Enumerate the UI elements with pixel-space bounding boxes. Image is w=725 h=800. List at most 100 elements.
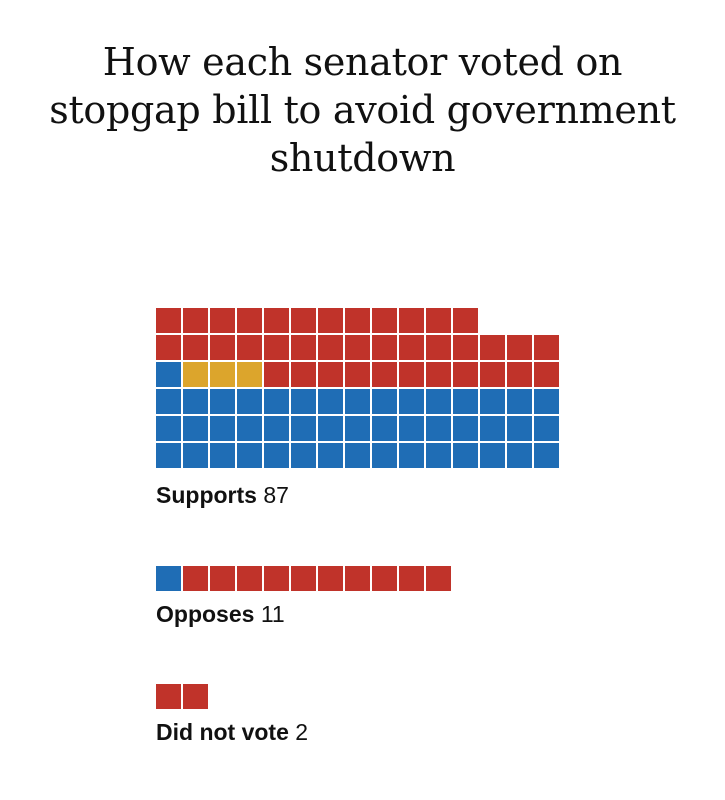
supports-cell-republican bbox=[183, 335, 208, 360]
opposes-cell-republican bbox=[345, 566, 370, 591]
opposes-cell-republican bbox=[372, 566, 397, 591]
supports-cell-republican bbox=[237, 308, 262, 333]
supports-cell-republican bbox=[291, 335, 316, 360]
supports-cell-democrat bbox=[237, 443, 262, 468]
supports-cell-democrat bbox=[426, 443, 451, 468]
supports-cell-republican bbox=[318, 362, 343, 387]
supports-cell-democrat bbox=[291, 443, 316, 468]
supports-cell-republican bbox=[399, 335, 424, 360]
title-line-2: stopgap bill to avoid government bbox=[49, 88, 676, 132]
supports-cell-democrat bbox=[156, 443, 181, 468]
opposes-label-text: Opposes bbox=[156, 601, 261, 627]
opposes-cell-republican bbox=[426, 566, 451, 591]
supports-cell-democrat bbox=[264, 416, 289, 441]
supports-cell-democrat bbox=[507, 389, 532, 414]
opposes-cell-republican bbox=[318, 566, 343, 591]
supports-cell-republican bbox=[210, 308, 235, 333]
supports-cell-democrat bbox=[156, 362, 181, 387]
supports-cell-democrat bbox=[534, 416, 559, 441]
supports-cell-republican bbox=[453, 335, 478, 360]
supports-cell-democrat bbox=[480, 416, 505, 441]
supports-cell-democrat bbox=[480, 389, 505, 414]
did-not-vote-cell-republican bbox=[156, 684, 181, 709]
supports-cell-republican bbox=[453, 362, 478, 387]
opposes-cell-republican bbox=[183, 566, 208, 591]
supports-cell-democrat bbox=[399, 416, 424, 441]
supports-cell-democrat bbox=[426, 416, 451, 441]
supports-cell-republican bbox=[453, 308, 478, 333]
supports-cell-democrat bbox=[318, 416, 343, 441]
supports-cell-democrat bbox=[237, 389, 262, 414]
supports-cell-republican bbox=[426, 335, 451, 360]
supports-cell-democrat bbox=[183, 416, 208, 441]
opposes-cell-republican bbox=[210, 566, 235, 591]
supports-cell-independent bbox=[237, 362, 262, 387]
supports-cell-republican bbox=[426, 362, 451, 387]
opposes-cell-republican bbox=[291, 566, 316, 591]
supports-cell-democrat bbox=[156, 389, 181, 414]
opposes-cell-republican bbox=[237, 566, 262, 591]
supports-cell-republican bbox=[318, 308, 343, 333]
supports-cell-republican bbox=[372, 308, 397, 333]
supports-cell-democrat bbox=[345, 443, 370, 468]
opposes-cell-republican bbox=[399, 566, 424, 591]
supports-cell-democrat bbox=[291, 416, 316, 441]
did-not-vote-label-text: Did not vote bbox=[156, 719, 295, 745]
supports-cell-independent bbox=[183, 362, 208, 387]
supports-count: 87 bbox=[263, 482, 289, 508]
did-not-vote-count: 2 bbox=[295, 719, 308, 745]
supports-cell-democrat bbox=[318, 443, 343, 468]
supports-cell-republican bbox=[237, 335, 262, 360]
supports-cell-democrat bbox=[264, 389, 289, 414]
supports-cell-republican bbox=[480, 335, 505, 360]
supports-cell-democrat bbox=[480, 443, 505, 468]
supports-cell-democrat bbox=[399, 443, 424, 468]
supports-cell-republican bbox=[345, 335, 370, 360]
supports-cell-republican bbox=[210, 335, 235, 360]
supports-cell-democrat bbox=[507, 416, 532, 441]
opposes-cell-republican bbox=[264, 566, 289, 591]
supports-cell-republican bbox=[480, 362, 505, 387]
supports-label-text: Supports bbox=[156, 482, 263, 508]
supports-cell-republican bbox=[534, 335, 559, 360]
supports-cell-republican bbox=[264, 308, 289, 333]
did-not-vote-cell-republican bbox=[183, 684, 208, 709]
supports-cell-democrat bbox=[156, 416, 181, 441]
supports-cell-democrat bbox=[183, 443, 208, 468]
supports-cell-democrat bbox=[426, 389, 451, 414]
supports-cell-democrat bbox=[399, 389, 424, 414]
supports-cell-republican bbox=[345, 308, 370, 333]
supports-cell-democrat bbox=[534, 443, 559, 468]
supports-cell-republican bbox=[156, 335, 181, 360]
supports-cell-republican bbox=[291, 362, 316, 387]
chart-title: How each senator voted on stopgap bill t… bbox=[0, 38, 725, 182]
supports-cell-republican bbox=[345, 362, 370, 387]
supports-cell-democrat bbox=[372, 443, 397, 468]
supports-cell-democrat bbox=[183, 389, 208, 414]
supports-cell-republican bbox=[264, 335, 289, 360]
supports-cell-democrat bbox=[318, 389, 343, 414]
supports-cell-republican bbox=[156, 308, 181, 333]
supports-cell-democrat bbox=[453, 416, 478, 441]
supports-cell-democrat bbox=[534, 389, 559, 414]
supports-cell-democrat bbox=[345, 389, 370, 414]
supports-cell-democrat bbox=[291, 389, 316, 414]
supports-cell-republican bbox=[183, 308, 208, 333]
title-line-1: How each senator voted on bbox=[102, 40, 623, 84]
supports-cell-democrat bbox=[372, 416, 397, 441]
supports-cell-independent bbox=[210, 362, 235, 387]
supports-cell-republican bbox=[264, 362, 289, 387]
supports-cell-republican bbox=[507, 335, 532, 360]
title-line-3: shutdown bbox=[269, 136, 456, 180]
supports-cell-democrat bbox=[210, 416, 235, 441]
supports-cell-republican bbox=[399, 308, 424, 333]
supports-cell-republican bbox=[534, 362, 559, 387]
supports-cell-democrat bbox=[507, 443, 532, 468]
supports-cell-democrat bbox=[210, 389, 235, 414]
supports-cell-republican bbox=[426, 308, 451, 333]
supports-cell-republican bbox=[372, 362, 397, 387]
opposes-cell-democrat bbox=[156, 566, 181, 591]
supports-cell-republican bbox=[507, 362, 532, 387]
supports-cell-democrat bbox=[264, 443, 289, 468]
